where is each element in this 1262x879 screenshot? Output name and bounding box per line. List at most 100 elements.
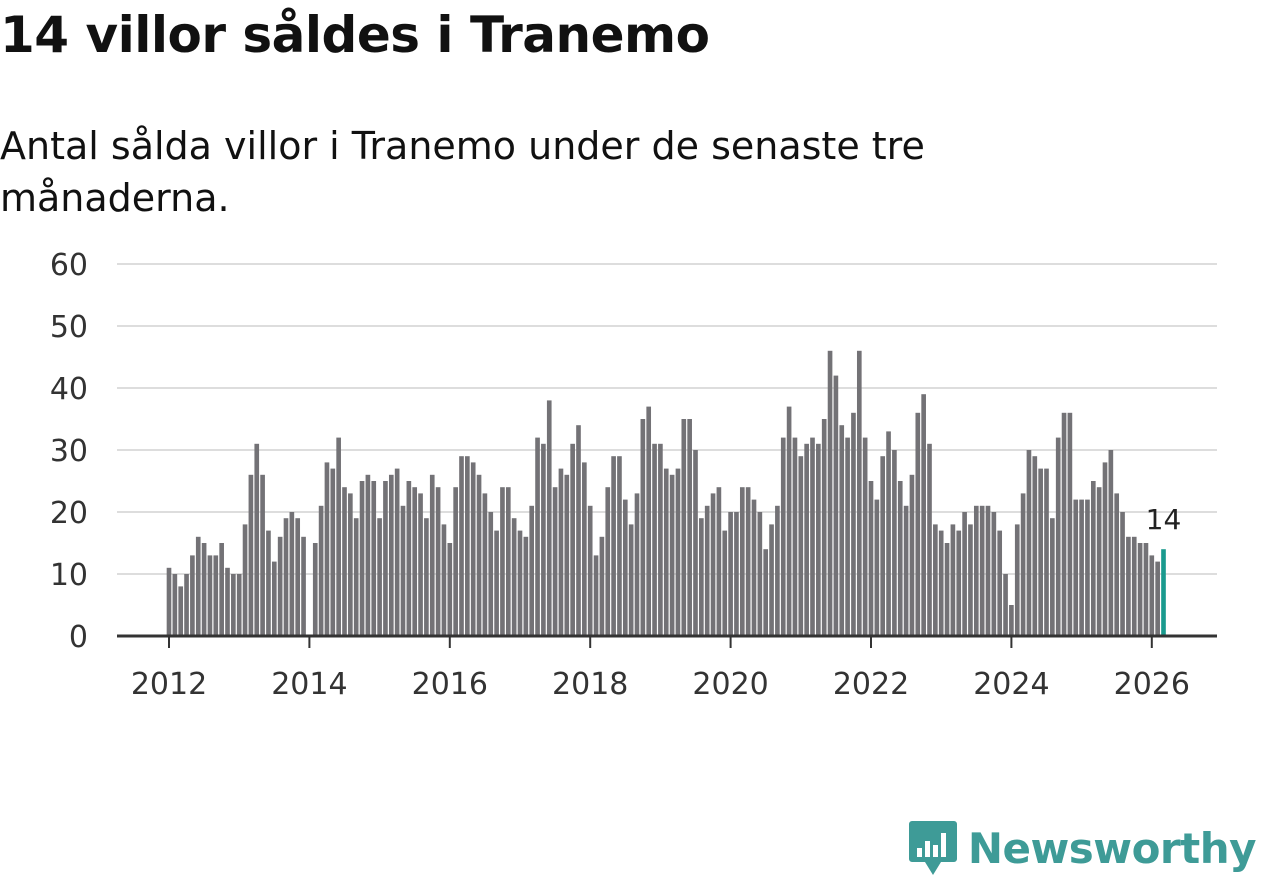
bar xyxy=(429,474,435,636)
bar xyxy=(933,524,938,636)
bar xyxy=(447,543,453,636)
bar xyxy=(962,512,967,636)
bar xyxy=(225,567,230,636)
bar xyxy=(271,561,277,636)
bar xyxy=(1114,493,1120,636)
bar xyxy=(763,549,769,636)
bar xyxy=(775,505,780,636)
bar xyxy=(617,456,622,636)
bar xyxy=(593,555,599,636)
x-tick-label: 2022 xyxy=(833,667,909,702)
bar xyxy=(348,493,353,636)
bar xyxy=(786,406,792,636)
bar xyxy=(301,536,306,636)
bar xyxy=(897,481,903,636)
bar xyxy=(353,518,359,636)
bar xyxy=(734,512,739,636)
bar xyxy=(336,437,341,636)
bar xyxy=(611,456,616,636)
x-tick-label: 2014 xyxy=(271,667,347,702)
bar xyxy=(693,450,698,636)
bar xyxy=(500,487,505,636)
latest-value-label: 14 xyxy=(1146,503,1182,536)
bar xyxy=(178,586,184,636)
bar xyxy=(1026,450,1032,636)
bar-chart-speech-bubble-icon xyxy=(908,821,957,875)
bar xyxy=(1050,518,1055,636)
bar xyxy=(277,536,283,636)
bar xyxy=(1131,536,1137,636)
y-tick-label: 30 xyxy=(50,434,88,469)
bar xyxy=(1009,605,1014,636)
bar xyxy=(231,574,236,636)
bar xyxy=(991,512,997,636)
bar xyxy=(558,468,564,636)
bar xyxy=(973,505,979,636)
bar xyxy=(1085,499,1090,636)
bar xyxy=(699,518,704,636)
bar xyxy=(663,468,669,636)
bar xyxy=(1155,561,1160,636)
bar xyxy=(669,474,675,636)
bar xyxy=(388,474,394,636)
x-tick-label: 2024 xyxy=(973,667,1049,702)
bar xyxy=(511,518,517,636)
bar xyxy=(324,462,330,636)
bar xyxy=(599,536,605,636)
chart-subtitle: Antal sålda villor i Tranemo under de se… xyxy=(0,124,925,220)
bar xyxy=(839,425,845,636)
bar xyxy=(1067,412,1073,636)
newsworthy-logo: Newsworthy xyxy=(908,819,1257,877)
bar xyxy=(418,493,423,636)
bar xyxy=(400,505,406,636)
bar xyxy=(359,481,365,636)
bar xyxy=(833,375,839,636)
bar xyxy=(927,443,932,636)
bar xyxy=(751,499,757,636)
bar xyxy=(821,419,827,636)
bar xyxy=(383,481,388,636)
bar xyxy=(529,505,535,636)
bar xyxy=(605,487,611,636)
bar xyxy=(745,487,751,636)
bar xyxy=(757,512,763,636)
bar xyxy=(394,468,400,636)
bar xyxy=(1020,493,1026,636)
y-tick-label: 10 xyxy=(50,558,88,593)
bar xyxy=(283,518,289,636)
x-axis: 2012 2014 2016 2018 2020 2022 2024 2026 xyxy=(131,636,1190,702)
chart-title: 14 villor såldes i Tranemo xyxy=(0,6,710,64)
bar xyxy=(166,567,172,636)
bar xyxy=(681,419,687,636)
y-tick-label: 0 xyxy=(69,620,88,655)
bar xyxy=(260,474,265,636)
bar xyxy=(494,530,499,636)
bar xyxy=(810,437,815,636)
bar xyxy=(172,574,178,636)
bar xyxy=(622,499,628,636)
bar xyxy=(1143,543,1149,636)
bar xyxy=(1126,536,1131,636)
bar xyxy=(968,524,973,636)
bar xyxy=(587,505,593,636)
bar xyxy=(658,443,663,636)
bar xyxy=(915,412,921,636)
bar xyxy=(190,555,195,636)
y-axis: 0 10 20 30 40 50 60 xyxy=(50,248,88,655)
bar-latest xyxy=(1161,549,1166,636)
bar xyxy=(207,555,213,636)
bar xyxy=(950,524,956,636)
bar xyxy=(921,394,926,636)
bar xyxy=(804,443,809,636)
bar xyxy=(435,487,441,636)
bar xyxy=(482,493,488,636)
bar xyxy=(505,487,511,636)
bar xyxy=(371,481,377,636)
bar xyxy=(312,543,318,636)
bar xyxy=(488,512,494,636)
bar xyxy=(1096,487,1102,636)
bar xyxy=(704,505,710,636)
bar xyxy=(342,487,347,636)
bar xyxy=(254,443,260,636)
bar xyxy=(798,456,804,636)
